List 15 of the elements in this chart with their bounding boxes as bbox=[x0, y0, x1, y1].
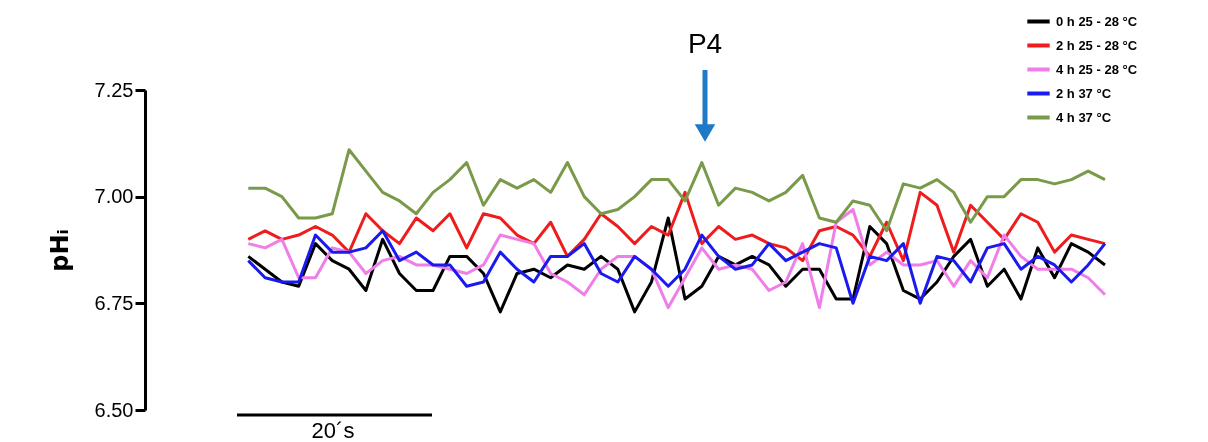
legend-label: 2 h 37 °C bbox=[1056, 85, 1112, 101]
line-series bbox=[246, 229, 1107, 305]
legend-label: 4 h 25 - 28 °C bbox=[1056, 61, 1138, 77]
line-series bbox=[246, 148, 1107, 233]
text: P4 bbox=[687, 28, 723, 59]
legend-label: 4 h 37 °C bbox=[1056, 109, 1112, 125]
y-tick-label: 6.50 bbox=[94, 398, 134, 421]
text: 20´s bbox=[311, 418, 355, 442]
y-tick-label: 7.25 bbox=[94, 78, 134, 101]
legend-label: 0 h 25 - 28 °C bbox=[1056, 13, 1138, 29]
y-tick-label: 7.00 bbox=[94, 185, 134, 208]
line-series bbox=[246, 190, 1107, 263]
y-axis-title: pHᵢ bbox=[45, 229, 74, 272]
y-tick-label: 6.75 bbox=[94, 291, 134, 314]
legend-label: 2 h 25 - 28 °C bbox=[1056, 37, 1138, 53]
